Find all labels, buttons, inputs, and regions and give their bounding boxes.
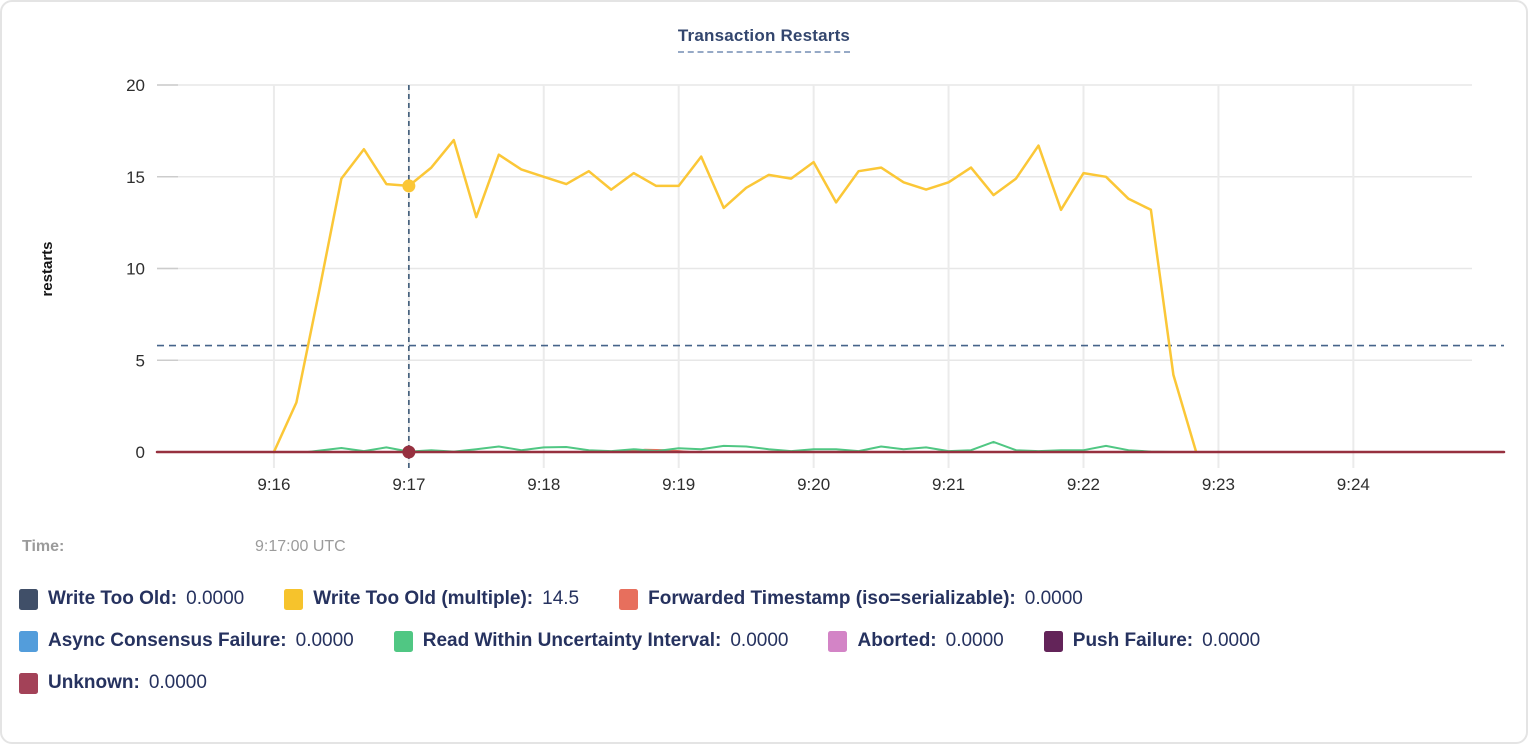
legend-swatch-icon <box>828 630 848 652</box>
series-write-too-old-multiple- <box>272 138 1198 454</box>
transaction-restarts-chart[interactable]: 0 5 10 15 20 9:16 9:17 9:18 9:19 9:20 9:21 9:22 9:23… <box>2 2 1528 522</box>
legend-value: 0.0000 <box>730 630 789 651</box>
legend-row: Async Consensus Failure: 0.0000 Read Withi… <box>19 630 1515 652</box>
legend-item-push-failure[interactable]: Push Failure: 0.0000 <box>1043 630 1261 652</box>
legend-label: Write Too Old (multiple): <box>313 588 534 609</box>
legend-label: Forwarded Timestamp (iso=serializable): <box>648 588 1016 609</box>
y-axis-label: restarts <box>39 241 56 296</box>
legend-value: 14.5 <box>542 588 580 609</box>
legend-swatch-icon <box>619 588 639 610</box>
legend-value: 0.0000 <box>945 630 1004 651</box>
legend-label: Read Within Uncertainty Interval: <box>422 630 722 651</box>
legend-item-aborted[interactable]: Aborted: 0.0000 <box>828 630 1004 652</box>
legend-swatch-icon <box>284 588 304 610</box>
hover-time-row: Time: 9:17:00 UTC <box>22 538 822 562</box>
x-tick-label: 9:18 <box>527 475 560 494</box>
time-value: 9:17:00 UTC <box>255 538 346 555</box>
series-read-within-uncertainty-interval <box>306 440 1175 453</box>
legend-label: Async Consensus Failure: <box>48 630 287 651</box>
legend-label: Push Failure: <box>1072 630 1194 651</box>
legend-item-forwarded-timestamp-iso-serializable[interactable]: Forwarded Timestamp (iso=serializable): 0… <box>619 588 1083 610</box>
legend-item-write-too-old[interactable]: Write Too Old: 0.0000 <box>19 588 244 610</box>
legend-item-read-within-uncertainty-interval[interactable]: Read Within Uncertainty Interval: 0.0000 <box>393 630 789 652</box>
legend-swatch-icon <box>19 672 38 694</box>
legend-swatch-icon <box>19 588 38 610</box>
x-tick-label: 9:23 <box>1202 475 1235 494</box>
legend-item-async-consensus-failure[interactable]: Async Consensus Failure: 0.0000 <box>19 630 354 652</box>
x-tick-label: 9:20 <box>797 475 830 494</box>
legend-swatch-icon <box>19 630 38 652</box>
chart-title-wrap: Transaction Restarts <box>2 26 1526 53</box>
time-label: Time: <box>22 538 65 555</box>
hover-dot-write-too-old-multiple- <box>402 179 416 193</box>
y-tick-label: 10 <box>126 260 145 279</box>
legend-item-write-too-old-multiple[interactable]: Write Too Old (multiple): 14.5 <box>284 588 579 610</box>
legend-label: Unknown: <box>48 672 140 693</box>
legend-swatch-icon <box>393 630 413 652</box>
x-tick-label: 9:24 <box>1337 475 1370 494</box>
hover-dot-unknown <box>402 445 416 459</box>
x-tick-label: 9:19 <box>662 475 695 494</box>
legend-row: Write Too Old: 0.0000 Write Too Old (multi… <box>19 588 1515 610</box>
y-tick-label: 15 <box>126 168 145 187</box>
legend-swatch-icon <box>1043 630 1063 652</box>
legend: Write Too Old: 0.0000 Write Too Old (multi… <box>19 588 1515 714</box>
legend-label: Write Too Old: <box>48 588 178 609</box>
x-tick-label: 9:17 <box>392 475 425 494</box>
legend-row: Unknown: 0.0000 <box>19 672 1515 694</box>
x-tick-label: 9:16 <box>257 475 290 494</box>
legend-label: Aborted: <box>857 630 937 651</box>
legend-value: 0.0000 <box>186 588 245 609</box>
y-tick-label: 20 <box>126 76 145 95</box>
legend-item-unknown[interactable]: Unknown: 0.0000 <box>19 672 207 694</box>
x-tick-label: 9:21 <box>932 475 965 494</box>
chart-title: Transaction Restarts <box>677 26 851 53</box>
y-tick-label: 0 <box>136 443 145 462</box>
x-tick-label: 9:22 <box>1067 475 1100 494</box>
legend-value: 0.0000 <box>1024 588 1083 609</box>
legend-value: 0.0000 <box>148 672 207 693</box>
legend-value: 0.0000 <box>295 630 354 651</box>
legend-value: 0.0000 <box>1202 630 1261 651</box>
y-tick-label: 5 <box>136 351 145 370</box>
